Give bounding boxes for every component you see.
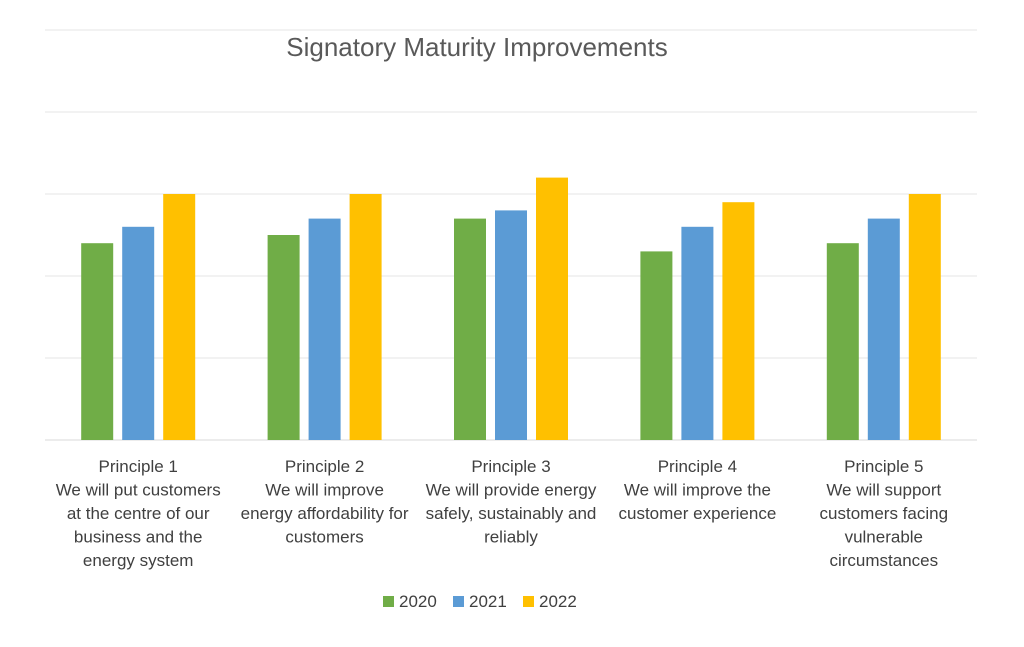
category-label: reliably	[484, 528, 538, 547]
category-label: We will put customers	[56, 481, 221, 500]
bar-2021-cat4	[681, 226, 714, 440]
category-label: safely, sustainably and	[426, 504, 597, 523]
category-label: Principle 2	[285, 457, 364, 476]
category-label: energy system	[83, 551, 194, 570]
category-label: Principle 1	[99, 457, 178, 476]
bar-2020-cat1	[81, 243, 114, 440]
bar-2022-cat1	[163, 194, 196, 440]
category-label: Principle 3	[471, 457, 550, 476]
category-label: We will provide energy	[426, 481, 597, 500]
chart-title: Signatory Maturity Improvements	[286, 32, 667, 62]
bar-2020-cat5	[826, 243, 859, 440]
bar-2021-cat2	[308, 218, 341, 440]
category-label: Principle 5	[844, 457, 923, 476]
category-label: energy affordability for	[241, 504, 409, 523]
legend-label: 2022	[539, 592, 577, 611]
category-labels: Principle 1 We will put customers at the c…	[56, 457, 948, 570]
category-label: customers facing	[820, 504, 949, 523]
category-label: vulnerable	[845, 528, 923, 547]
bar-2021-cat5	[867, 218, 900, 440]
bar-2021-cat1	[122, 226, 155, 440]
legend-swatch-2022	[523, 596, 534, 607]
category-label: at the centre of our	[67, 504, 210, 523]
bar-2020-cat3	[454, 218, 486, 440]
bar-2022-cat3	[536, 177, 568, 440]
category-label: We will support	[826, 481, 941, 500]
legend-label: 2020	[399, 592, 437, 611]
category-label: customers	[285, 528, 363, 547]
bar-2022-cat2	[349, 194, 382, 440]
category-label: We will improve the	[624, 481, 771, 500]
legend-label: 2021	[469, 592, 507, 611]
bar-2021-cat3	[495, 210, 527, 440]
category-label: We will improve	[265, 481, 384, 500]
category-label: circumstances	[829, 551, 938, 570]
legend-swatch-2021	[453, 596, 464, 607]
category-label: business and the	[74, 528, 203, 547]
legend: 2020 2021 2022	[383, 592, 577, 611]
bar-2020-cat4	[640, 251, 673, 440]
category-label: customer experience	[618, 504, 776, 523]
bar-2022-cat4	[722, 202, 755, 440]
legend-swatch-2020	[383, 596, 394, 607]
bar-2022-cat5	[908, 194, 941, 440]
bar-2020-cat2	[267, 235, 300, 440]
category-label: Principle 4	[658, 457, 737, 476]
bars	[81, 177, 941, 440]
